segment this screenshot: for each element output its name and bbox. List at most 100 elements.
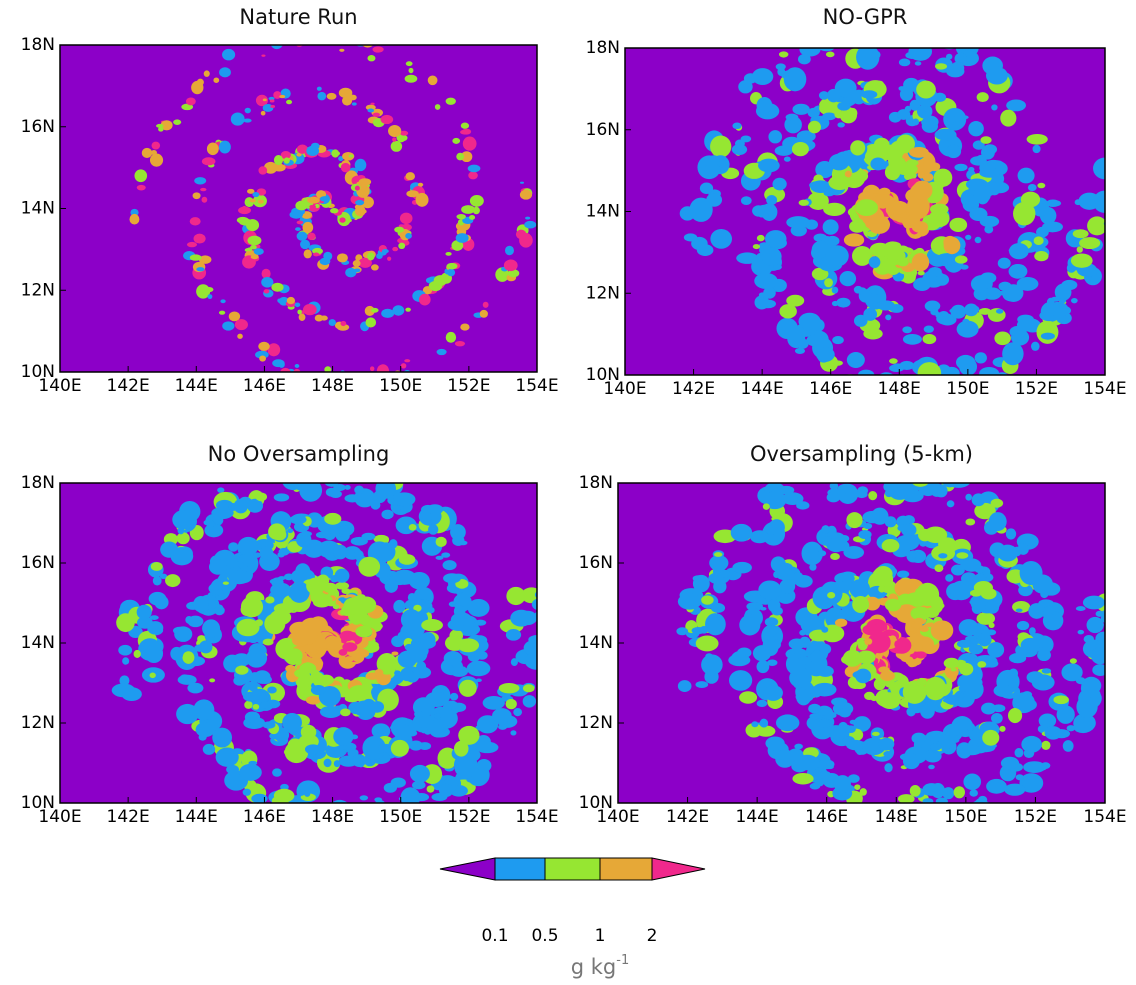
field-blob	[773, 264, 782, 270]
colorbar-label: 0.5	[531, 926, 558, 946]
field-blob	[367, 108, 375, 113]
field-blob	[333, 483, 346, 492]
field-blob	[174, 626, 193, 642]
y-tick-label: 12N	[586, 283, 620, 303]
field-blob	[259, 355, 267, 362]
field-blob	[370, 307, 379, 313]
field-blob	[1015, 608, 1023, 613]
field-blob	[338, 156, 344, 162]
field-blob	[884, 598, 902, 612]
field-blob	[242, 788, 252, 796]
field-blob	[809, 563, 817, 571]
field-blob	[902, 680, 927, 704]
field-blob	[776, 317, 798, 339]
x-tick-label: 150E	[944, 807, 987, 827]
field-blob	[344, 494, 361, 503]
field-blob	[150, 561, 163, 571]
field-blob	[248, 684, 258, 692]
y-tick-label: 12N	[21, 280, 55, 300]
field-blob	[837, 122, 845, 128]
field-blob	[991, 104, 998, 111]
field-blob	[986, 656, 993, 660]
field-blob	[914, 61, 922, 66]
field-blob	[302, 656, 312, 662]
field-blob	[913, 278, 927, 291]
field-blob	[1042, 611, 1064, 631]
field-blob	[354, 185, 360, 191]
field-blob	[400, 609, 422, 631]
field-blob	[134, 169, 148, 183]
field-blob	[324, 366, 332, 372]
field-blob	[460, 122, 470, 129]
field-blob	[919, 626, 929, 633]
field-blob	[339, 48, 345, 52]
field-blob	[695, 635, 719, 652]
field-blob	[934, 273, 950, 286]
field-blob	[677, 593, 702, 610]
field-blob	[945, 53, 953, 60]
field-blob	[531, 598, 537, 610]
field-blob	[752, 645, 772, 662]
field-blob	[1070, 253, 1093, 268]
field-blob	[1042, 221, 1063, 233]
field-blob	[415, 192, 429, 207]
field-blob	[815, 778, 825, 787]
field-blob	[286, 99, 293, 105]
field-blob	[861, 90, 878, 99]
field-blob	[408, 67, 414, 74]
field-blob	[233, 675, 246, 686]
field-blob	[350, 613, 362, 625]
field-blob	[1006, 99, 1027, 112]
field-blob	[710, 135, 732, 158]
field-blob	[454, 740, 469, 757]
field-blob	[758, 580, 782, 600]
field-blob	[304, 790, 311, 797]
field-blob	[930, 620, 954, 641]
field-blob	[970, 156, 987, 166]
field-blob	[689, 197, 713, 222]
field-blob	[995, 308, 1004, 314]
field-blob	[352, 178, 358, 184]
field-blob	[408, 740, 423, 751]
field-blob	[970, 275, 993, 293]
field-blob	[960, 264, 969, 270]
field-blob	[360, 618, 372, 626]
field-blob	[405, 233, 412, 239]
field-blob	[216, 589, 224, 596]
field	[618, 483, 1117, 803]
field-blob	[458, 679, 477, 697]
field-blob	[881, 539, 900, 553]
field-blob	[1108, 621, 1117, 629]
field-blob	[443, 651, 463, 666]
field-blob	[911, 221, 929, 233]
field-blob	[997, 257, 1011, 269]
field-blob	[899, 87, 914, 102]
field-blob	[296, 144, 308, 154]
field-blob	[1080, 679, 1100, 698]
field-blob	[911, 253, 930, 272]
field-blob	[236, 618, 260, 637]
field-blob	[372, 112, 380, 117]
field-blob	[924, 676, 947, 701]
field-blob	[729, 670, 753, 691]
field-blob	[862, 510, 884, 524]
field-blob	[824, 278, 833, 288]
field-blob	[371, 264, 379, 271]
field-blob	[412, 780, 426, 790]
field-blob	[215, 747, 239, 767]
x-tick-label: 146E	[243, 376, 286, 396]
field-blob	[825, 245, 849, 267]
field-blob	[802, 483, 810, 484]
field-blob	[783, 67, 807, 92]
field-blob	[412, 712, 434, 733]
field-blob	[149, 672, 156, 679]
field-blob	[815, 161, 835, 179]
field-blob	[1062, 740, 1074, 752]
field-blob	[187, 682, 204, 694]
x-tick-label: 154E	[515, 807, 558, 827]
field-blob	[505, 629, 522, 641]
field-blob	[277, 298, 282, 303]
field-blob	[446, 262, 458, 270]
field-blob	[834, 78, 857, 98]
field-blob	[434, 104, 441, 110]
